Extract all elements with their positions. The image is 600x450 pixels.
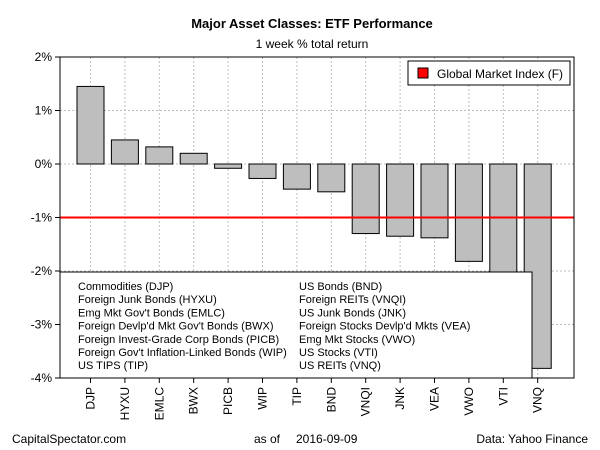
x-tick-label-bnd: BND <box>324 387 338 413</box>
legend-key-item: Emg Mkt Stocks (VWO) <box>299 334 415 346</box>
legend-key: Commodities (DJP)Foreign Junk Bonds (HYX… <box>59 271 533 379</box>
legend-key-item: US Junk Bonds (JNK) <box>299 307 406 319</box>
x-tick-label-tip: TIP <box>290 387 304 406</box>
x-tick-label-vea: VEA <box>428 387 442 411</box>
legend-key-item: Foreign Devlp'd Mkt Gov't Bonds (BWX) <box>78 321 274 333</box>
y-tick-label: 0% <box>35 157 53 171</box>
x-tick-label-hyxu: HYXU <box>118 387 132 420</box>
footer-data-source: Data: Yahoo Finance <box>476 432 588 446</box>
footer-as-of-date: 2016-09-09 <box>296 432 358 446</box>
bar-tip <box>282 163 311 190</box>
x-tick-label-vnqi: VNQI <box>359 387 373 416</box>
footer-source-site: CapitalSpectator.com <box>12 432 126 446</box>
bar-vti <box>489 163 518 291</box>
y-tick-label: 2% <box>35 50 53 64</box>
y-tick-label: -3% <box>31 318 53 332</box>
legend-top-label: Global Market Index (F) <box>437 67 563 81</box>
legend-key-item: Foreign Invest-Grade Corp Bonds (PICB) <box>78 334 279 346</box>
chart-subtitle: 1 week % total return <box>256 37 369 51</box>
x-tick-label-vti: VTI <box>496 387 510 406</box>
legend-key-item: Foreign REITs (VNQI) <box>299 294 406 306</box>
bar-djp <box>76 85 105 165</box>
legend-key-item: US TIPS (TIP) <box>78 360 148 372</box>
bar-vea <box>420 163 449 239</box>
chart-title: Major Asset Classes: ETF Performance <box>191 16 433 31</box>
bar-picb <box>214 163 243 169</box>
axes-layer: 2% 1% 0% -1% -2% -3% -4% DJP HYXU EMLC BWX PICB WIP T… <box>31 50 575 421</box>
bar-wip <box>248 163 277 179</box>
x-tick-label-vnq: VNQ <box>531 387 545 413</box>
legend-key-item: US Bonds (BND) <box>299 281 382 293</box>
legend-key-box <box>59 271 533 379</box>
bar-vnqi <box>351 163 380 235</box>
legend-top: Global Market Index (F) <box>407 60 571 86</box>
x-tick-label-jnk: JNK <box>393 387 407 410</box>
x-tick-label-djp: DJP <box>84 387 98 410</box>
legend-key-item: Foreign Gov't Inflation-Linked Bonds (WI… <box>78 347 287 359</box>
footer-as-of-label: as of <box>254 432 281 446</box>
bar-hyxu <box>110 139 139 165</box>
bar-emlc <box>145 146 174 165</box>
bar-vwo <box>454 163 483 262</box>
legend-key-item: Foreign Stocks Devlp'd Mkts (VEA) <box>299 321 470 333</box>
bar-bnd <box>317 163 346 193</box>
y-tick-label: -4% <box>31 371 53 385</box>
bar-bwx <box>179 152 208 165</box>
y-tick-label: 1% <box>35 104 53 118</box>
legend-key-item: Emg Mkt Gov't Bonds (EMLC) <box>78 307 225 319</box>
x-tick-label-vwo: VWO <box>462 387 476 416</box>
x-tick-label-bwx: BWX <box>187 387 201 414</box>
bars-layer <box>76 85 552 369</box>
legend-key-item: Commodities (DJP) <box>78 281 173 293</box>
x-tick-label-emlc: EMLC <box>152 387 166 421</box>
x-tick-label-wip: WIP <box>256 387 270 410</box>
legend-top-swatch <box>417 67 429 79</box>
legend-top-box <box>407 60 571 86</box>
bar-jnk <box>386 163 415 237</box>
legend-key-item: US Stocks (VTI) <box>299 347 378 359</box>
legend-key-item: Foreign Junk Bonds (HYXU) <box>78 294 217 306</box>
legend-key-item: US REITs (VNQ) <box>299 360 381 372</box>
x-tick-label-picb: PICB <box>221 387 235 415</box>
y-tick-label: -1% <box>31 211 53 225</box>
y-tick-label: -2% <box>31 264 53 278</box>
